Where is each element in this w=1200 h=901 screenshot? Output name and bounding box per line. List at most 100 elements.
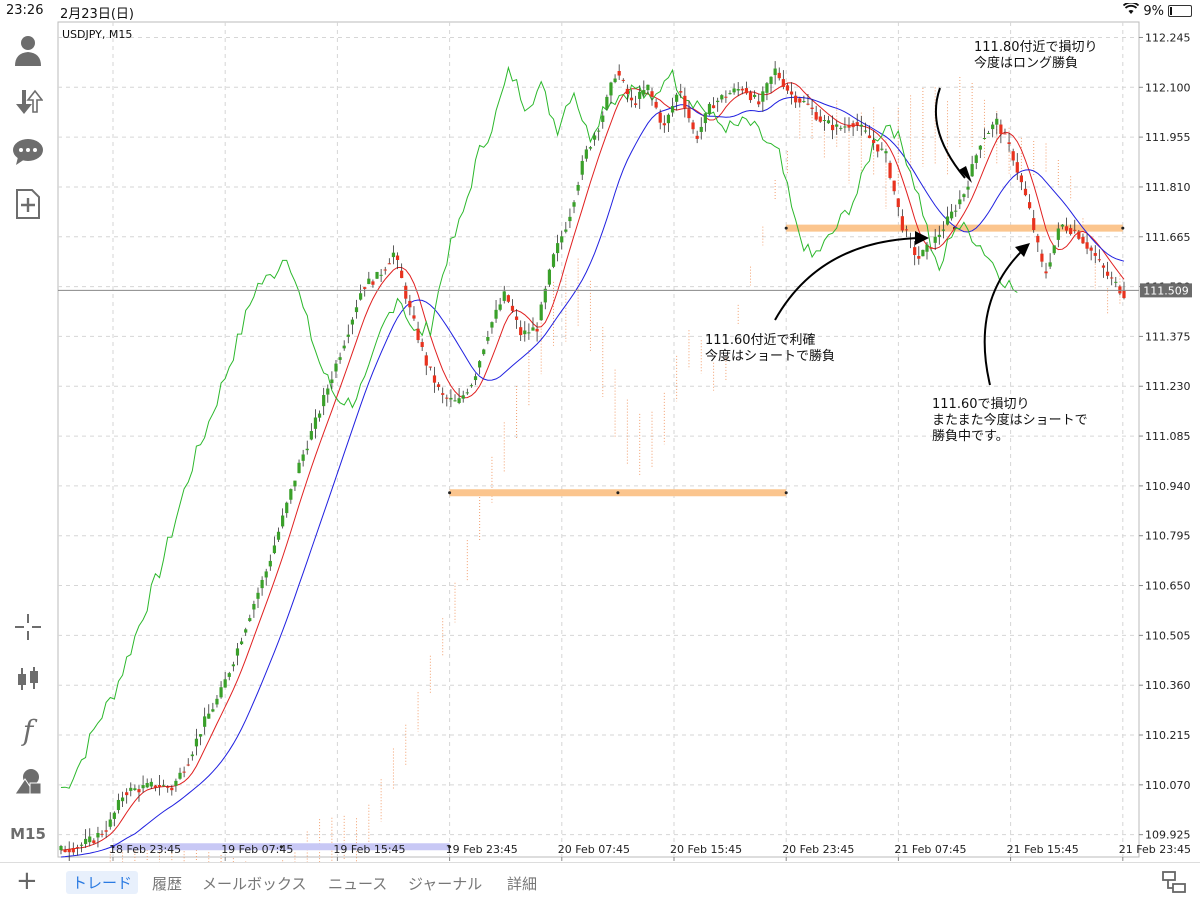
candle-body [1028, 202, 1032, 209]
tab-journal[interactable]: ジャーナル [408, 875, 483, 893]
arrow-2 [774, 237, 923, 321]
candle-body [170, 787, 174, 791]
candle-body [941, 229, 946, 231]
x-tick-label: 20 Feb 15:45 [670, 843, 742, 856]
candle-body [1114, 281, 1118, 283]
candle-body [215, 698, 219, 705]
annotation-2: 111.60付近で利確 今度はショートで勝負 [705, 333, 835, 365]
y-axis: 112.245 112.100 111.955 111.810 111.665 111.5… [1139, 31, 1191, 842]
y-tick-label: 110.940 [1145, 480, 1191, 493]
candle-body [810, 107, 814, 109]
add-icon[interactable]: + [16, 866, 38, 896]
trade-arrows-icon[interactable] [8, 82, 48, 122]
current-price-label: 111.509 [1140, 283, 1192, 298]
annotation-3: 111.60で損切り またまた今度はショートで 勝負中です。 [932, 397, 1088, 445]
tab-mailbox[interactable]: メールボックス [202, 875, 307, 893]
candle-body [1007, 142, 1011, 144]
y-tick-label: 111.955 [1145, 131, 1191, 144]
candle-body [826, 120, 831, 124]
candle-body [802, 101, 806, 103]
candle-body [436, 384, 441, 387]
candle-body [404, 285, 408, 299]
x-tick-label: 19 Feb 07:45 [221, 843, 293, 856]
candle-body [568, 216, 572, 222]
annotation-3-line-2: またまた今度はショートで [932, 413, 1088, 428]
tab-details[interactable]: 詳細 [507, 875, 538, 893]
chat-icon[interactable] [8, 132, 48, 172]
tab-trade[interactable]: トレード [66, 871, 139, 894]
candle-body [231, 664, 235, 667]
candle-body [707, 103, 712, 115]
x-tick-label: 21 Feb 07:45 [894, 843, 966, 856]
candle-body [281, 515, 285, 527]
candle-body [703, 113, 707, 124]
candle-body [59, 846, 63, 851]
candle-body [441, 393, 445, 395]
candle-body [1023, 188, 1028, 196]
candle-body [330, 379, 334, 384]
objects-icon[interactable] [8, 762, 48, 802]
timeframe-button[interactable]: M15 [10, 825, 46, 843]
candle-body [978, 145, 982, 150]
candle-body [675, 94, 679, 102]
status-bar: 23:26 2月23日(日) 9% [0, 0, 1200, 22]
candle-body [654, 101, 658, 108]
y-tick-label: 111.810 [1145, 181, 1191, 194]
account-icon[interactable] [8, 30, 48, 70]
tab-history[interactable]: 履歴 [152, 875, 183, 893]
candle-body [740, 88, 744, 91]
candle-body [732, 88, 736, 93]
battery-percent: 9% [1143, 3, 1164, 19]
candle-body [995, 118, 999, 125]
candle-body [473, 376, 478, 381]
arrowhead-1 [959, 166, 972, 183]
candle-body [896, 198, 900, 208]
candle-body [203, 716, 207, 727]
new-document-icon[interactable] [8, 184, 48, 224]
candle-body [363, 287, 367, 289]
candle-body [806, 103, 810, 105]
candle-body [576, 185, 580, 191]
candle-body [182, 771, 186, 773]
chikou-line [60, 65, 1018, 789]
crosshair-icon[interactable] [8, 607, 48, 647]
price-chart[interactable]: 112.245 112.100 111.955 111.810 111.665 111.5… [0, 0, 1200, 862]
candle-body [305, 448, 309, 451]
candle-body [178, 772, 182, 779]
indicator-f-icon[interactable]: f [22, 713, 34, 747]
layout-icon[interactable] [1162, 871, 1186, 897]
candle-body [720, 95, 724, 100]
candle-body [1085, 242, 1089, 249]
candle-body [925, 244, 929, 252]
candle-body [765, 83, 769, 93]
candles-icon[interactable] [8, 659, 48, 699]
candle-body [256, 592, 260, 599]
candle-body [535, 328, 539, 332]
candle-body [301, 454, 305, 461]
candle-body [424, 355, 428, 366]
candle-body [876, 144, 880, 152]
candle-body [839, 127, 843, 129]
candle-body [252, 603, 256, 610]
candle-body [465, 392, 469, 394]
candle-body [71, 847, 75, 853]
candle-body [633, 103, 638, 105]
candle-body [880, 148, 884, 150]
candle-body [757, 101, 761, 105]
candle-body [162, 785, 166, 787]
candle-body [174, 780, 178, 786]
candle-body [711, 105, 716, 109]
candle-body [137, 789, 141, 793]
grid [58, 22, 1139, 857]
candle-body [691, 122, 695, 130]
candle-body [613, 78, 617, 83]
candle-body [551, 254, 556, 267]
candle-body [794, 95, 798, 103]
y-tick-label: 110.505 [1145, 629, 1191, 642]
candle-body [92, 840, 96, 844]
candle-body [260, 579, 264, 589]
candle-body [1032, 218, 1036, 230]
candle-body [145, 783, 149, 788]
candle-body [859, 124, 863, 127]
tab-news[interactable]: ニュース [328, 875, 388, 893]
